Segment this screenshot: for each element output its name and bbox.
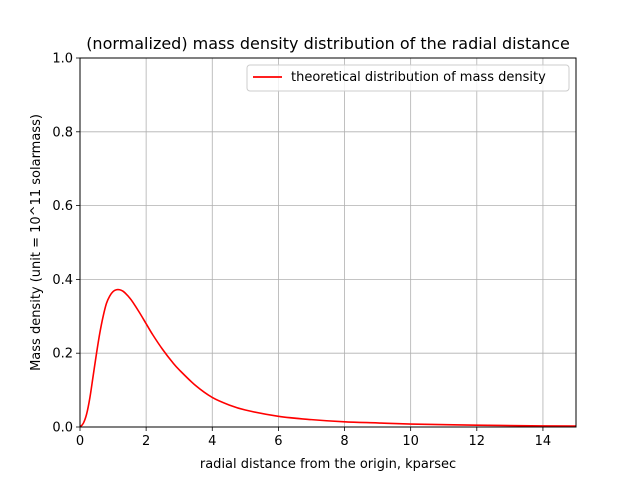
legend: theoretical distribution of mass density (246, 64, 570, 92)
x-tick-label: 14 (535, 434, 552, 449)
x-tick-label: 4 (208, 434, 216, 449)
y-tick-label: 0.0 (52, 421, 73, 436)
tick-layer: 0 2 4 6 8 10 12 14 0.0 0.2 0.4 0.6 0.8 1.0 (52, 52, 551, 450)
series-layer (79, 288, 577, 428)
plot-frame (79, 57, 577, 428)
legend-box (246, 64, 570, 92)
legend-entry: theoretical distribution of mass density (291, 70, 546, 85)
x-tick-label: 8 (340, 434, 348, 449)
y-tick-label: 1.0 (52, 52, 73, 67)
x-tick-label: 6 (274, 434, 282, 449)
y-axis-label: Mass density (unit = 10^11 solarmass) (29, 114, 44, 371)
x-tick-label: 12 (469, 434, 486, 449)
x-tick-label: 2 (142, 434, 150, 449)
y-tick-label: 0.2 (52, 347, 73, 362)
y-tick-label: 0.4 (52, 273, 73, 288)
x-tick-label: 0 (76, 434, 84, 449)
chart-title: (normalized) mass density distribution o… (86, 34, 570, 53)
y-tick-label: 0.8 (52, 125, 73, 140)
y-tick-label: 0.6 (52, 199, 73, 214)
x-axis-label: radial distance from the origin, kparsec (200, 457, 456, 472)
x-tick-label: 10 (402, 434, 419, 449)
series-line (79, 288, 577, 428)
